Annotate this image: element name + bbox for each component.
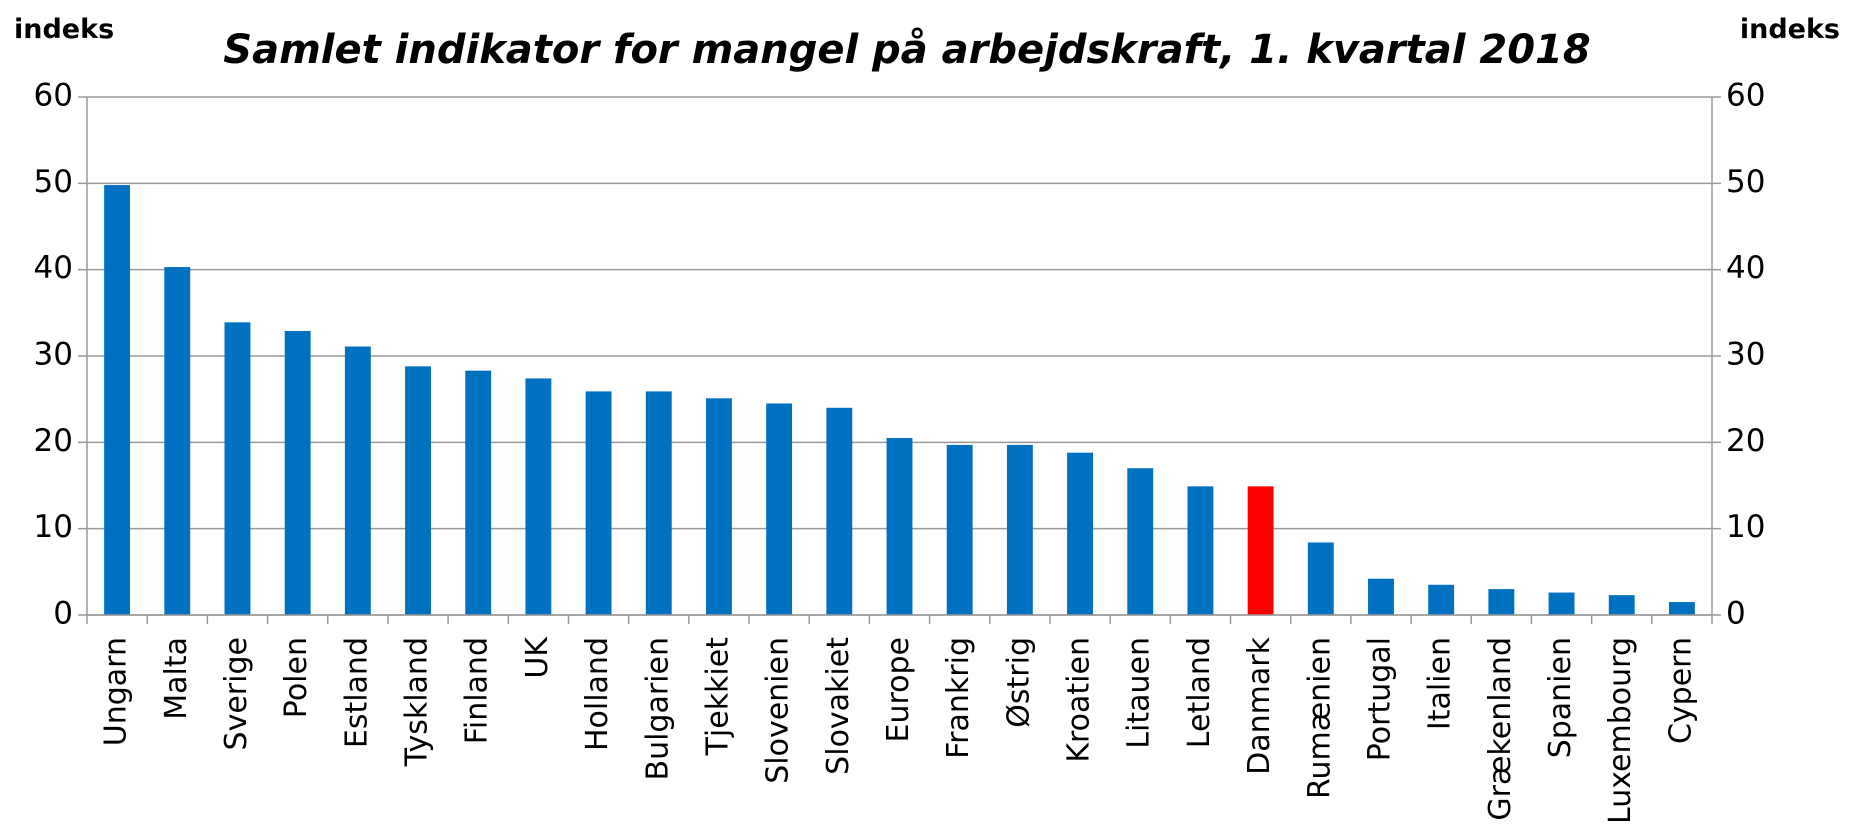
x-tick-label: Letland (1182, 637, 1217, 748)
bar (465, 370, 492, 615)
bar (104, 185, 131, 615)
x-tick-label: Kroatien (1062, 637, 1097, 763)
x-tick-label: Finland (460, 637, 495, 744)
x-tick-label: Holland (580, 637, 615, 751)
bar (1668, 602, 1695, 615)
y2-tick-label: 60 (1726, 78, 1765, 114)
y2-tick-label: 20 (1726, 423, 1765, 459)
bar (405, 366, 431, 615)
x-tick-label: Frankrig (941, 637, 976, 759)
y-tick-label: 10 (34, 509, 73, 545)
x-tick-label: Sverige (219, 637, 254, 750)
x-tick-label: Spanien (1543, 637, 1578, 758)
y2-tick-label: 50 (1726, 164, 1765, 200)
bar (1187, 486, 1214, 615)
x-tick-label: Tjekkiet (700, 637, 735, 757)
y2-tick-label: 0 (1726, 596, 1746, 632)
x-tick-label: Tyskland (400, 637, 435, 767)
bar (1247, 486, 1274, 615)
bar (1368, 578, 1394, 615)
x-tick-label: Litauen (1122, 637, 1157, 749)
x-tick-label: Østrig (1001, 637, 1036, 728)
bar (706, 398, 732, 615)
x-tick-label: Luxembourg (1603, 637, 1638, 824)
bar (1067, 452, 1093, 615)
x-tick-label: Estland (339, 637, 374, 748)
bar (1548, 592, 1575, 615)
y-tick-label: 0 (53, 596, 73, 632)
bar (525, 378, 552, 615)
y-tick-label: 60 (34, 78, 73, 114)
x-tick-label: UK (520, 636, 555, 679)
bar (1127, 468, 1154, 615)
bar (1608, 595, 1635, 615)
x-tick-label: Ungarn (99, 637, 134, 746)
bar (1428, 584, 1455, 615)
bar (766, 403, 793, 615)
y2-tick-label: 30 (1726, 337, 1765, 373)
bar (585, 391, 612, 615)
bar (826, 407, 853, 615)
x-tick-label: Slovenien (761, 637, 796, 784)
x-tick-label: Rumænien (1302, 637, 1337, 799)
bar (1307, 542, 1334, 615)
bar (284, 330, 311, 615)
x-tick-label: Bulgarien (640, 637, 675, 781)
x-tick-label: Cypern (1663, 637, 1698, 744)
bar (946, 444, 973, 615)
y2-axis-label: indeks (1740, 14, 1840, 45)
y-tick-label: 30 (34, 337, 73, 373)
bar (645, 391, 672, 615)
x-tick-label: Europe (881, 637, 916, 743)
bar (1006, 444, 1033, 615)
bar (886, 438, 913, 615)
x-tick-label: Grækenland (1483, 637, 1518, 821)
bar (224, 322, 251, 615)
y-axis-label: indeks (14, 14, 114, 45)
x-tick-label: Italien (1423, 637, 1458, 730)
x-tick-label: Malta (159, 637, 194, 720)
y-tick-label: 40 (34, 250, 73, 286)
y-tick-label: 20 (34, 423, 73, 459)
bar (344, 346, 371, 615)
y2-tick-label: 10 (1726, 509, 1765, 545)
x-tick-label: Portugal (1362, 637, 1397, 761)
bar (1488, 589, 1515, 615)
x-tick-label: Slovakiet (821, 637, 856, 775)
chart-title: Samlet indikator for mangel på arbejdskr… (223, 27, 1590, 73)
x-tick-label: Danmark (1242, 636, 1277, 774)
y-tick-label: 50 (34, 164, 73, 200)
x-tick-label: Polen (279, 637, 314, 718)
bar (164, 267, 191, 615)
y2-tick-label: 40 (1726, 250, 1765, 286)
